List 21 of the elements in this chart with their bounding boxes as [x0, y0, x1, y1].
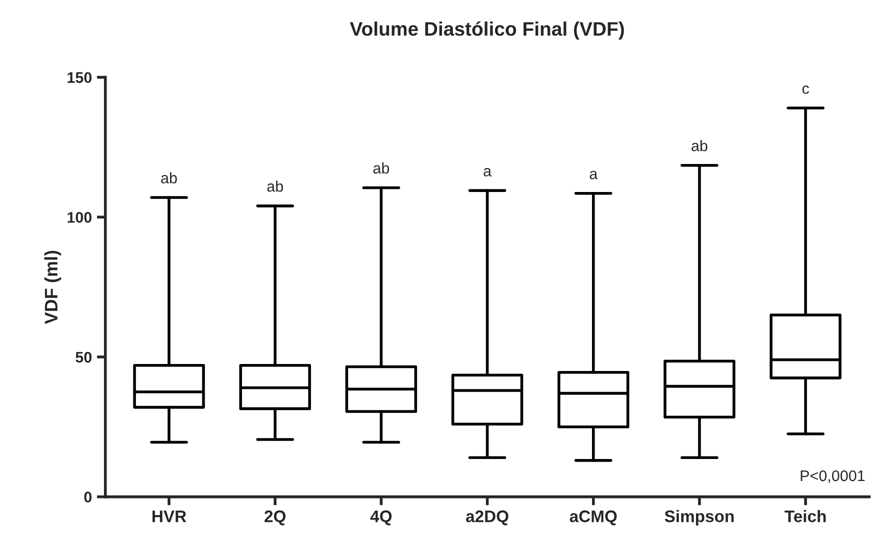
y-tick-label: 100: [68, 212, 92, 223]
annotation: c: [802, 86, 809, 94]
annotation: ab: [267, 180, 283, 192]
annotation: ab: [161, 172, 177, 184]
annotation: ab: [692, 140, 708, 152]
y-axis-title: VDF (ml): [44, 250, 62, 324]
x-tick-label: aCMQ: [570, 510, 617, 526]
y-tick-label: 150: [68, 72, 92, 83]
annotation: a: [590, 170, 598, 180]
annotation: a: [484, 168, 492, 176]
x-tick-label: 4Q: [370, 510, 392, 526]
x-tick-label: a2DQ: [466, 510, 508, 526]
annotation: ab: [373, 162, 390, 174]
y-tick-label: 50: [76, 352, 92, 363]
annotation: P<0,0001: [800, 470, 865, 483]
y-tick-label: 0: [84, 492, 92, 502]
chart-title: Volume Diastólico Final (VDF): [350, 21, 624, 40]
x-tick-label: Teich: [784, 510, 826, 522]
x-tick-label: HVR: [152, 510, 186, 522]
x-tick-label: Simpson: [664, 510, 734, 526]
x-tick-label: 2Q: [264, 510, 286, 526]
